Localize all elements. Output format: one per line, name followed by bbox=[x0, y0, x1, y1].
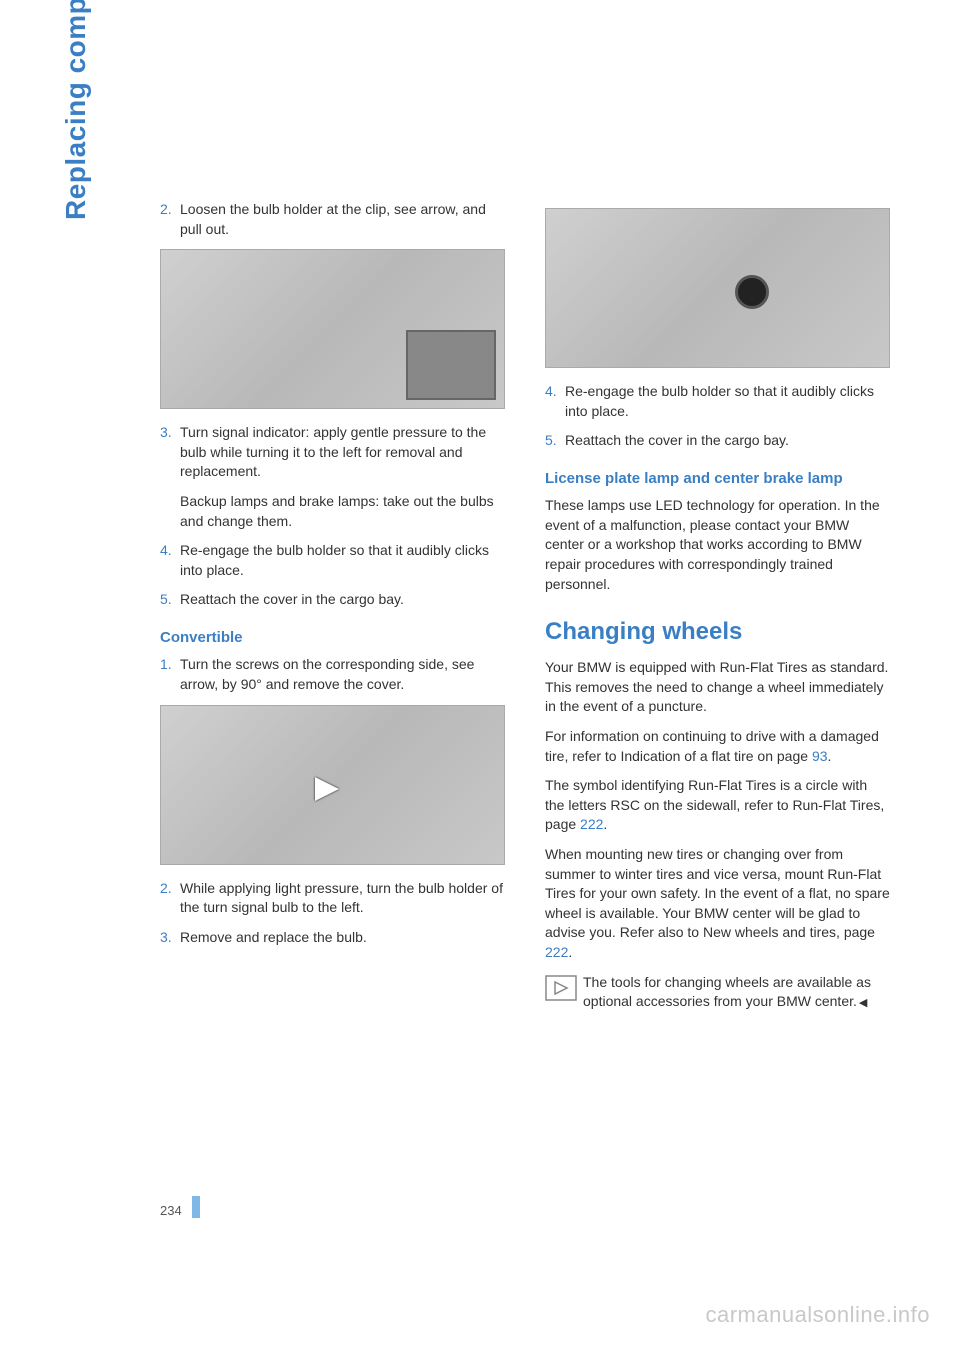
note-text: The tools for changing wheels are availa… bbox=[583, 973, 890, 1012]
figure-inset bbox=[406, 330, 496, 400]
figure-convertible-cover bbox=[160, 705, 505, 865]
r-step-4: 4. Re-engage the bulb holder so that it … bbox=[545, 382, 890, 421]
text: When mounting new tires or changing over… bbox=[545, 846, 890, 940]
figure-knob bbox=[735, 275, 769, 309]
arrow-icon bbox=[315, 777, 339, 801]
wheels-p3: The symbol identifying Run-Flat Tires is… bbox=[545, 776, 890, 835]
page-link-222b[interactable]: 222 bbox=[545, 944, 568, 960]
step-text: Turn the screws on the corresponding sid… bbox=[180, 655, 505, 694]
step-2: 2. Loosen the bulb holder at the clip, s… bbox=[160, 200, 505, 239]
step-text: Reattach the cover in the cargo bay. bbox=[180, 590, 505, 610]
heading-convertible: Convertible bbox=[160, 628, 505, 648]
step-text: Re-engage the bulb holder so that it aud… bbox=[565, 382, 890, 421]
wheels-p1: Your BMW is equipped with Run-Flat Tires… bbox=[545, 658, 890, 717]
page-bar-icon bbox=[192, 1196, 200, 1218]
step-4: 4. Re-engage the bulb holder so that it … bbox=[160, 541, 505, 580]
step-num: 1. bbox=[160, 655, 180, 694]
page-content: 2. Loosen the bulb holder at the clip, s… bbox=[160, 200, 890, 1012]
step-text: While applying light pressure, turn the … bbox=[180, 879, 505, 918]
page-number-text: 234 bbox=[160, 1203, 182, 1218]
step-num: 3. bbox=[160, 928, 180, 948]
step-num: 4. bbox=[545, 382, 565, 421]
section-tab: Replacing components bbox=[60, 0, 92, 220]
conv-step-2: 2. While applying light pressure, turn t… bbox=[160, 879, 505, 918]
step-num: 2. bbox=[160, 879, 180, 918]
step-5: 5. Reattach the cover in the cargo bay. bbox=[160, 590, 505, 610]
step-num: 5. bbox=[160, 590, 180, 610]
page-link-93[interactable]: 93 bbox=[812, 748, 828, 764]
step-num: 2. bbox=[160, 200, 180, 239]
wheels-p2: For information on continuing to drive w… bbox=[545, 727, 890, 766]
step-3: 3. Turn signal indicator: apply gentle p… bbox=[160, 423, 505, 482]
note-icon bbox=[545, 975, 577, 1001]
watermark: carmanualsonline.info bbox=[705, 1302, 930, 1328]
step-num: 4. bbox=[160, 541, 180, 580]
heading-license-plate-lamp: License plate lamp and center brake lamp bbox=[545, 469, 890, 489]
text: . bbox=[568, 944, 572, 960]
step-num: 5. bbox=[545, 431, 565, 451]
step-text: Remove and replace the bulb. bbox=[180, 928, 505, 948]
step-text: Re-engage the bulb holder so that it aud… bbox=[180, 541, 505, 580]
page-link-222[interactable]: 222 bbox=[580, 816, 603, 832]
left-column: 2. Loosen the bulb holder at the clip, s… bbox=[160, 200, 505, 1012]
note-block: The tools for changing wheels are availa… bbox=[545, 973, 890, 1012]
page-number: 234 bbox=[160, 1196, 200, 1218]
figure-bulb-reengage bbox=[545, 208, 890, 368]
step-text: Loosen the bulb holder at the clip, see … bbox=[180, 200, 505, 239]
step-text: Turn signal indicator: apply gentle pres… bbox=[180, 423, 505, 482]
step-num: 3. bbox=[160, 423, 180, 482]
step-text: Reattach the cover in the cargo bay. bbox=[565, 431, 890, 451]
conv-step-3: 3. Remove and replace the bulb. bbox=[160, 928, 505, 948]
license-para: These lamps use LED technology for opera… bbox=[545, 496, 890, 594]
r-step-5: 5. Reattach the cover in the cargo bay. bbox=[545, 431, 890, 451]
text: . bbox=[603, 816, 607, 832]
right-column: 4. Re-engage the bulb holder so that it … bbox=[545, 200, 890, 1012]
heading-changing-wheels: Changing wheels bbox=[545, 618, 890, 646]
text: . bbox=[828, 748, 832, 764]
wheels-p4: When mounting new tires or changing over… bbox=[545, 845, 890, 963]
figure-bulb-holder bbox=[160, 249, 505, 409]
step-3-sub: Backup lamps and brake lamps: take out t… bbox=[180, 492, 505, 531]
conv-step-1: 1. Turn the screws on the corresponding … bbox=[160, 655, 505, 694]
